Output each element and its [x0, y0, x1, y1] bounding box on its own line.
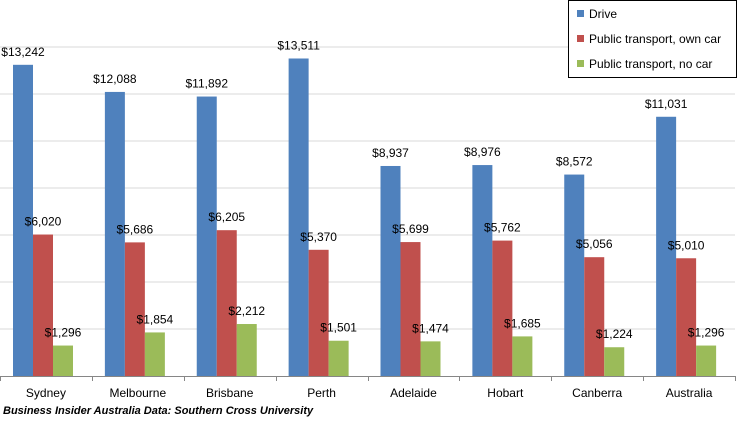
data-label: $1,296 — [688, 326, 725, 340]
data-label: $13,511 — [277, 38, 320, 52]
data-label: $8,572 — [556, 155, 593, 169]
data-label: $8,976 — [464, 145, 501, 159]
bar-drive-perth — [288, 58, 309, 376]
legend-label: Public transport, no car — [589, 57, 712, 71]
data-label: $5,762 — [484, 221, 521, 235]
bar-public-transport-own-car-hobart — [492, 240, 513, 376]
bar-drive-australia — [656, 116, 677, 377]
data-label: $1,685 — [504, 316, 541, 330]
legend-swatch — [577, 60, 584, 67]
data-label: $5,010 — [668, 238, 705, 252]
bar-drive-sydney — [13, 64, 33, 377]
data-label: $1,474 — [412, 321, 449, 335]
bar-public-transport-own-car-canberra — [584, 257, 605, 376]
x-tick-label: Canberra — [572, 386, 622, 400]
bar-drive-canberra — [564, 174, 585, 376]
bar-drive-melbourne — [104, 91, 125, 376]
bar-public-transport-no-car-hobart — [512, 336, 533, 376]
bar-public-transport-no-car-perth — [328, 340, 349, 376]
data-labels: $13,242 $12,088 $11,892 $13,511 $8,937 $8,976… — [1, 38, 724, 341]
x-tick-label: Hobart — [487, 386, 524, 400]
bar-public-transport-no-car-sydney — [53, 345, 73, 376]
legend: Drive Public transport, own car Public tra… — [568, 0, 737, 78]
legend-swatch — [577, 10, 584, 17]
bar-public-transport-no-car-canberra — [604, 347, 625, 376]
bar-public-transport-no-car-melbourne — [144, 332, 165, 376]
bar-drive-brisbane — [196, 96, 217, 377]
data-label: $6,020 — [25, 215, 62, 229]
bar-public-transport-own-car-melbourne — [124, 242, 145, 376]
data-label: $11,892 — [186, 77, 229, 91]
bar-public-transport-own-car-australia — [676, 258, 697, 376]
x-tick-label: Adelaide — [390, 386, 437, 400]
bar-public-transport-own-car-perth — [308, 249, 329, 376]
data-label: $13,242 — [1, 45, 45, 59]
bar-public-transport-no-car-adelaide — [420, 341, 441, 376]
data-label: $1,501 — [320, 321, 357, 335]
legend-label: Drive — [589, 7, 617, 21]
bars — [13, 58, 717, 377]
data-label: $1,854 — [137, 312, 174, 326]
data-label: $5,056 — [576, 237, 613, 251]
data-label: $8,937 — [372, 146, 409, 160]
bar-public-transport-own-car-adelaide — [400, 242, 421, 376]
x-axis: Sydney Melbourne Brisbane Perth Adelaide Hoba… — [0, 376, 736, 400]
x-tick-label: Brisbane — [206, 386, 254, 400]
data-label: $5,699 — [392, 222, 429, 236]
bar-drive-hobart — [472, 165, 493, 376]
legend-swatch — [577, 35, 584, 42]
bar-drive-adelaide — [380, 165, 401, 376]
x-tick-label: Melbourne — [109, 386, 166, 400]
bar-public-transport-own-car-sydney — [33, 234, 53, 376]
data-label: $11,031 — [645, 97, 688, 111]
bar-public-transport-own-car-brisbane — [216, 230, 237, 376]
data-label: $5,370 — [300, 230, 337, 244]
data-label: $1,224 — [596, 327, 633, 341]
source-note: Business Insider Australia Data: Souther… — [3, 405, 314, 417]
bar-public-transport-no-car-brisbane — [236, 324, 257, 376]
x-tick-label: Perth — [307, 386, 336, 400]
data-label: $2,212 — [228, 304, 265, 318]
x-tick-label: Sydney — [26, 386, 66, 400]
bar-public-transport-no-car-australia — [696, 345, 717, 376]
x-tick-label: Australia — [666, 386, 713, 400]
legend-label: Public transport, own car — [589, 32, 721, 46]
data-label: $12,088 — [93, 72, 137, 86]
legend-box — [568, 0, 737, 78]
data-label: $5,686 — [117, 222, 154, 236]
data-label: $1,296 — [45, 326, 82, 340]
data-label: $6,205 — [208, 210, 245, 224]
